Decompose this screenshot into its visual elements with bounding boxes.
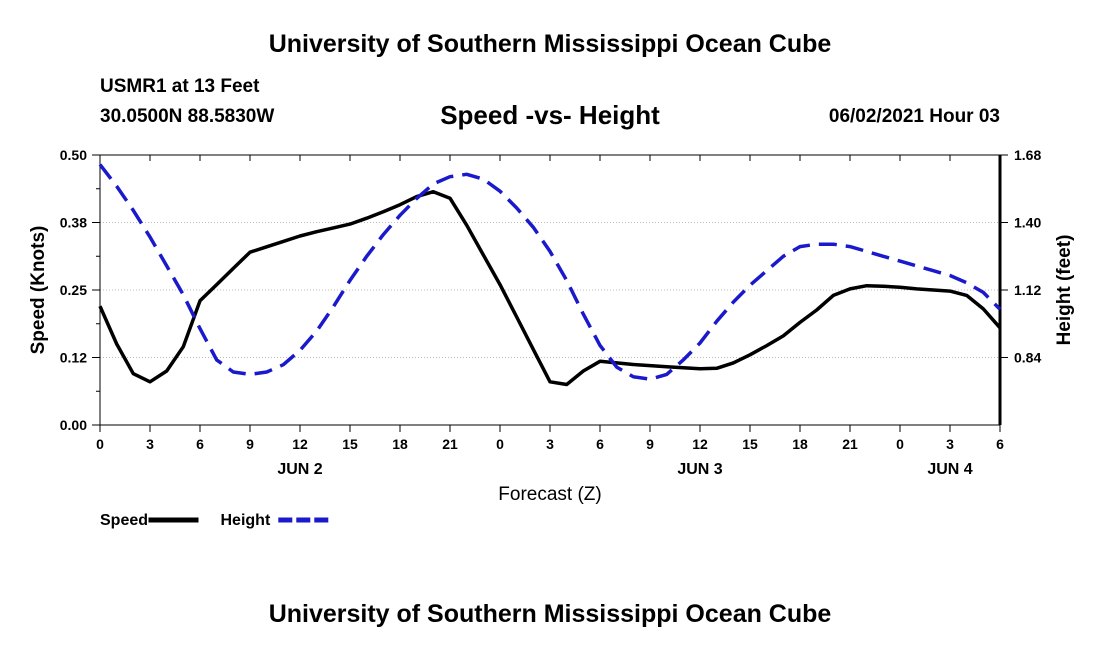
x-tick-label: 6	[596, 436, 604, 452]
x-tick-label: 6	[196, 436, 204, 452]
x-tick-label: 9	[646, 436, 654, 452]
x-tick-label: 0	[96, 436, 104, 452]
y-tick-label: 0.25	[60, 282, 87, 298]
date-label: JUN 3	[677, 461, 722, 478]
y-axis-label: Speed (Knots)	[28, 226, 49, 355]
y2-tick-label: 1.68	[1014, 147, 1041, 163]
forecast-run-time: 06/02/2021 Hour 03	[828, 106, 1000, 127]
page-title: University of Southern Mississippi Ocean…	[268, 30, 832, 58]
y2-tick-label: 0.84	[1014, 350, 1041, 366]
x-tick-label: 21	[442, 436, 458, 452]
chart-title: Speed -vs- Height	[440, 100, 660, 130]
y2-tick-label: 1.12	[1014, 282, 1041, 298]
x-tick-label: 18	[792, 436, 808, 452]
series-line-height	[98, 163, 1002, 381]
series-line-speed	[98, 189, 1002, 387]
x-tick-label: 18	[392, 436, 408, 452]
date-label: JUN 4	[927, 461, 972, 478]
y-tick-label: 0.00	[60, 417, 87, 433]
station-label: USMR1 at 13 Feet	[100, 76, 260, 97]
x-tick-label: 3	[546, 436, 554, 452]
station-coordinates: 30.0500N 88.5830W	[100, 106, 275, 127]
y2-axis-label: Height (feet)	[1054, 235, 1075, 346]
x-tick-label: 0	[496, 436, 504, 452]
x-tick-label: 6	[996, 436, 1004, 452]
legend-label-speed: Speed	[100, 512, 148, 529]
x-tick-label: 15	[342, 436, 358, 452]
y-tick-label: 0.38	[60, 215, 87, 231]
x-tick-label: 0	[896, 436, 904, 452]
x-tick-label: 9	[246, 436, 254, 452]
x-tick-label: 12	[692, 436, 708, 452]
date-label: JUN 2	[277, 461, 322, 478]
x-tick-label: 21	[842, 436, 858, 452]
x-tick-label: 3	[946, 436, 954, 452]
y2-tick-label: 1.40	[1014, 215, 1041, 231]
footer-title: University of Southern Mississippi Ocean…	[268, 600, 832, 628]
y-tick-label: 0.50	[60, 147, 87, 163]
x-axis-label: Forecast (Z)	[498, 484, 601, 505]
x-tick-label: 12	[292, 436, 308, 452]
y-tick-label: 0.12	[60, 350, 87, 366]
x-tick-label: 15	[742, 436, 758, 452]
legend-label-height: Height	[221, 512, 271, 529]
x-tick-label: 3	[146, 436, 154, 452]
